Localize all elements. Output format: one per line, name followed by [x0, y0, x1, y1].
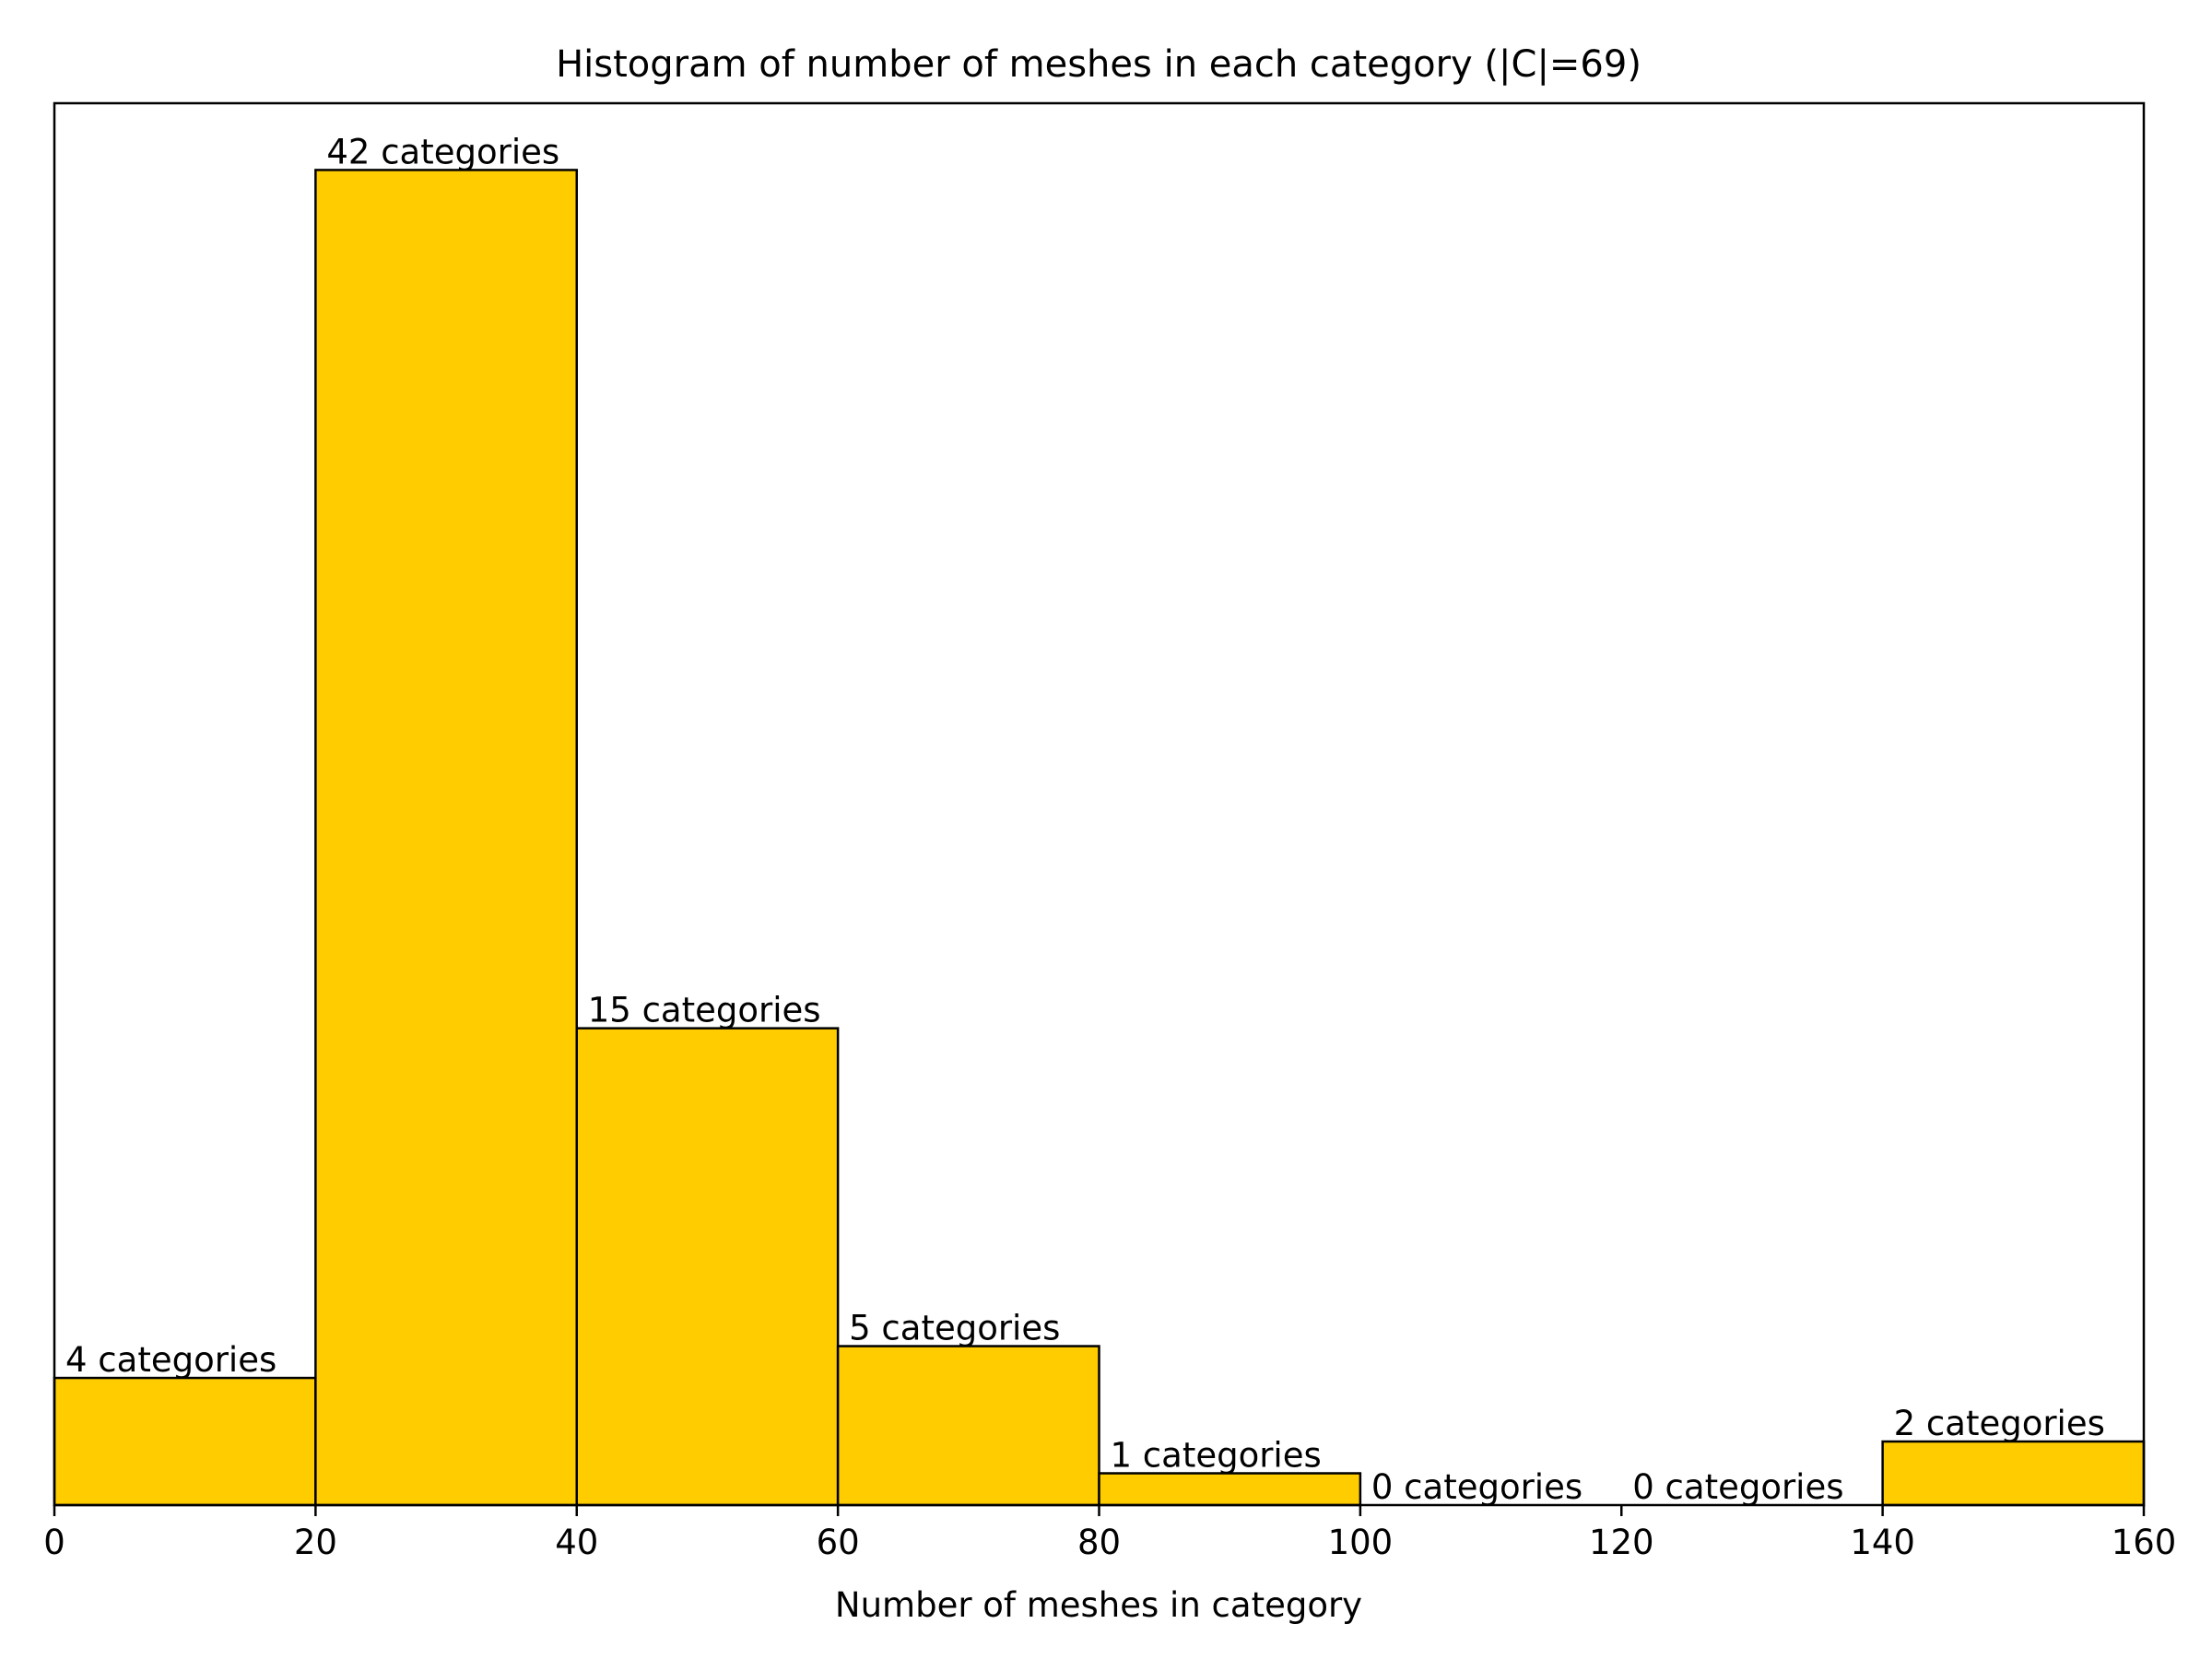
x-tick-label: 0 [43, 1523, 65, 1562]
x-tick-label: 60 [817, 1523, 860, 1562]
bars-layer [53, 169, 2146, 1507]
x-tick-label: 80 [1077, 1523, 1121, 1562]
bar-value-label: 42 categories [326, 132, 559, 171]
x-tick-label: 40 [555, 1523, 598, 1562]
x-tick-label: 160 [2112, 1523, 2177, 1562]
bar-value-label: 15 categories [588, 991, 821, 1030]
x-tick-label: 120 [1589, 1523, 1654, 1562]
histogram-bar [1098, 1472, 1362, 1507]
histogram-bar [836, 1345, 1100, 1507]
histogram-bar [575, 1027, 840, 1507]
x-axis-ticks: 0 20 40 60 80 100 120 140 160 [43, 1505, 2176, 1562]
chart-title: Histogram of number of meshes in each ca… [556, 43, 1641, 86]
bar-labels-layer: 4 categories 42 categories 15 categories 5 … [65, 132, 2105, 1507]
bar-value-label: 5 categories [849, 1309, 1060, 1348]
x-tick-label: 100 [1328, 1523, 1394, 1562]
x-axis-label: Number of meshes in category [835, 1585, 1362, 1625]
histogram-bar [53, 1376, 317, 1507]
bar-value-label: 1 categories [1111, 1436, 1322, 1476]
bar-value-label: 0 categories [1371, 1467, 1583, 1507]
histogram-bar [1881, 1440, 2146, 1507]
x-tick-label: 20 [294, 1523, 337, 1562]
x-tick-label: 140 [1850, 1523, 1915, 1562]
histogram-bar [314, 169, 578, 1507]
bar-value-label: 4 categories [65, 1340, 276, 1380]
bar-value-label: 0 categories [1632, 1467, 1843, 1507]
bar-value-label: 2 categories [1894, 1404, 2105, 1443]
